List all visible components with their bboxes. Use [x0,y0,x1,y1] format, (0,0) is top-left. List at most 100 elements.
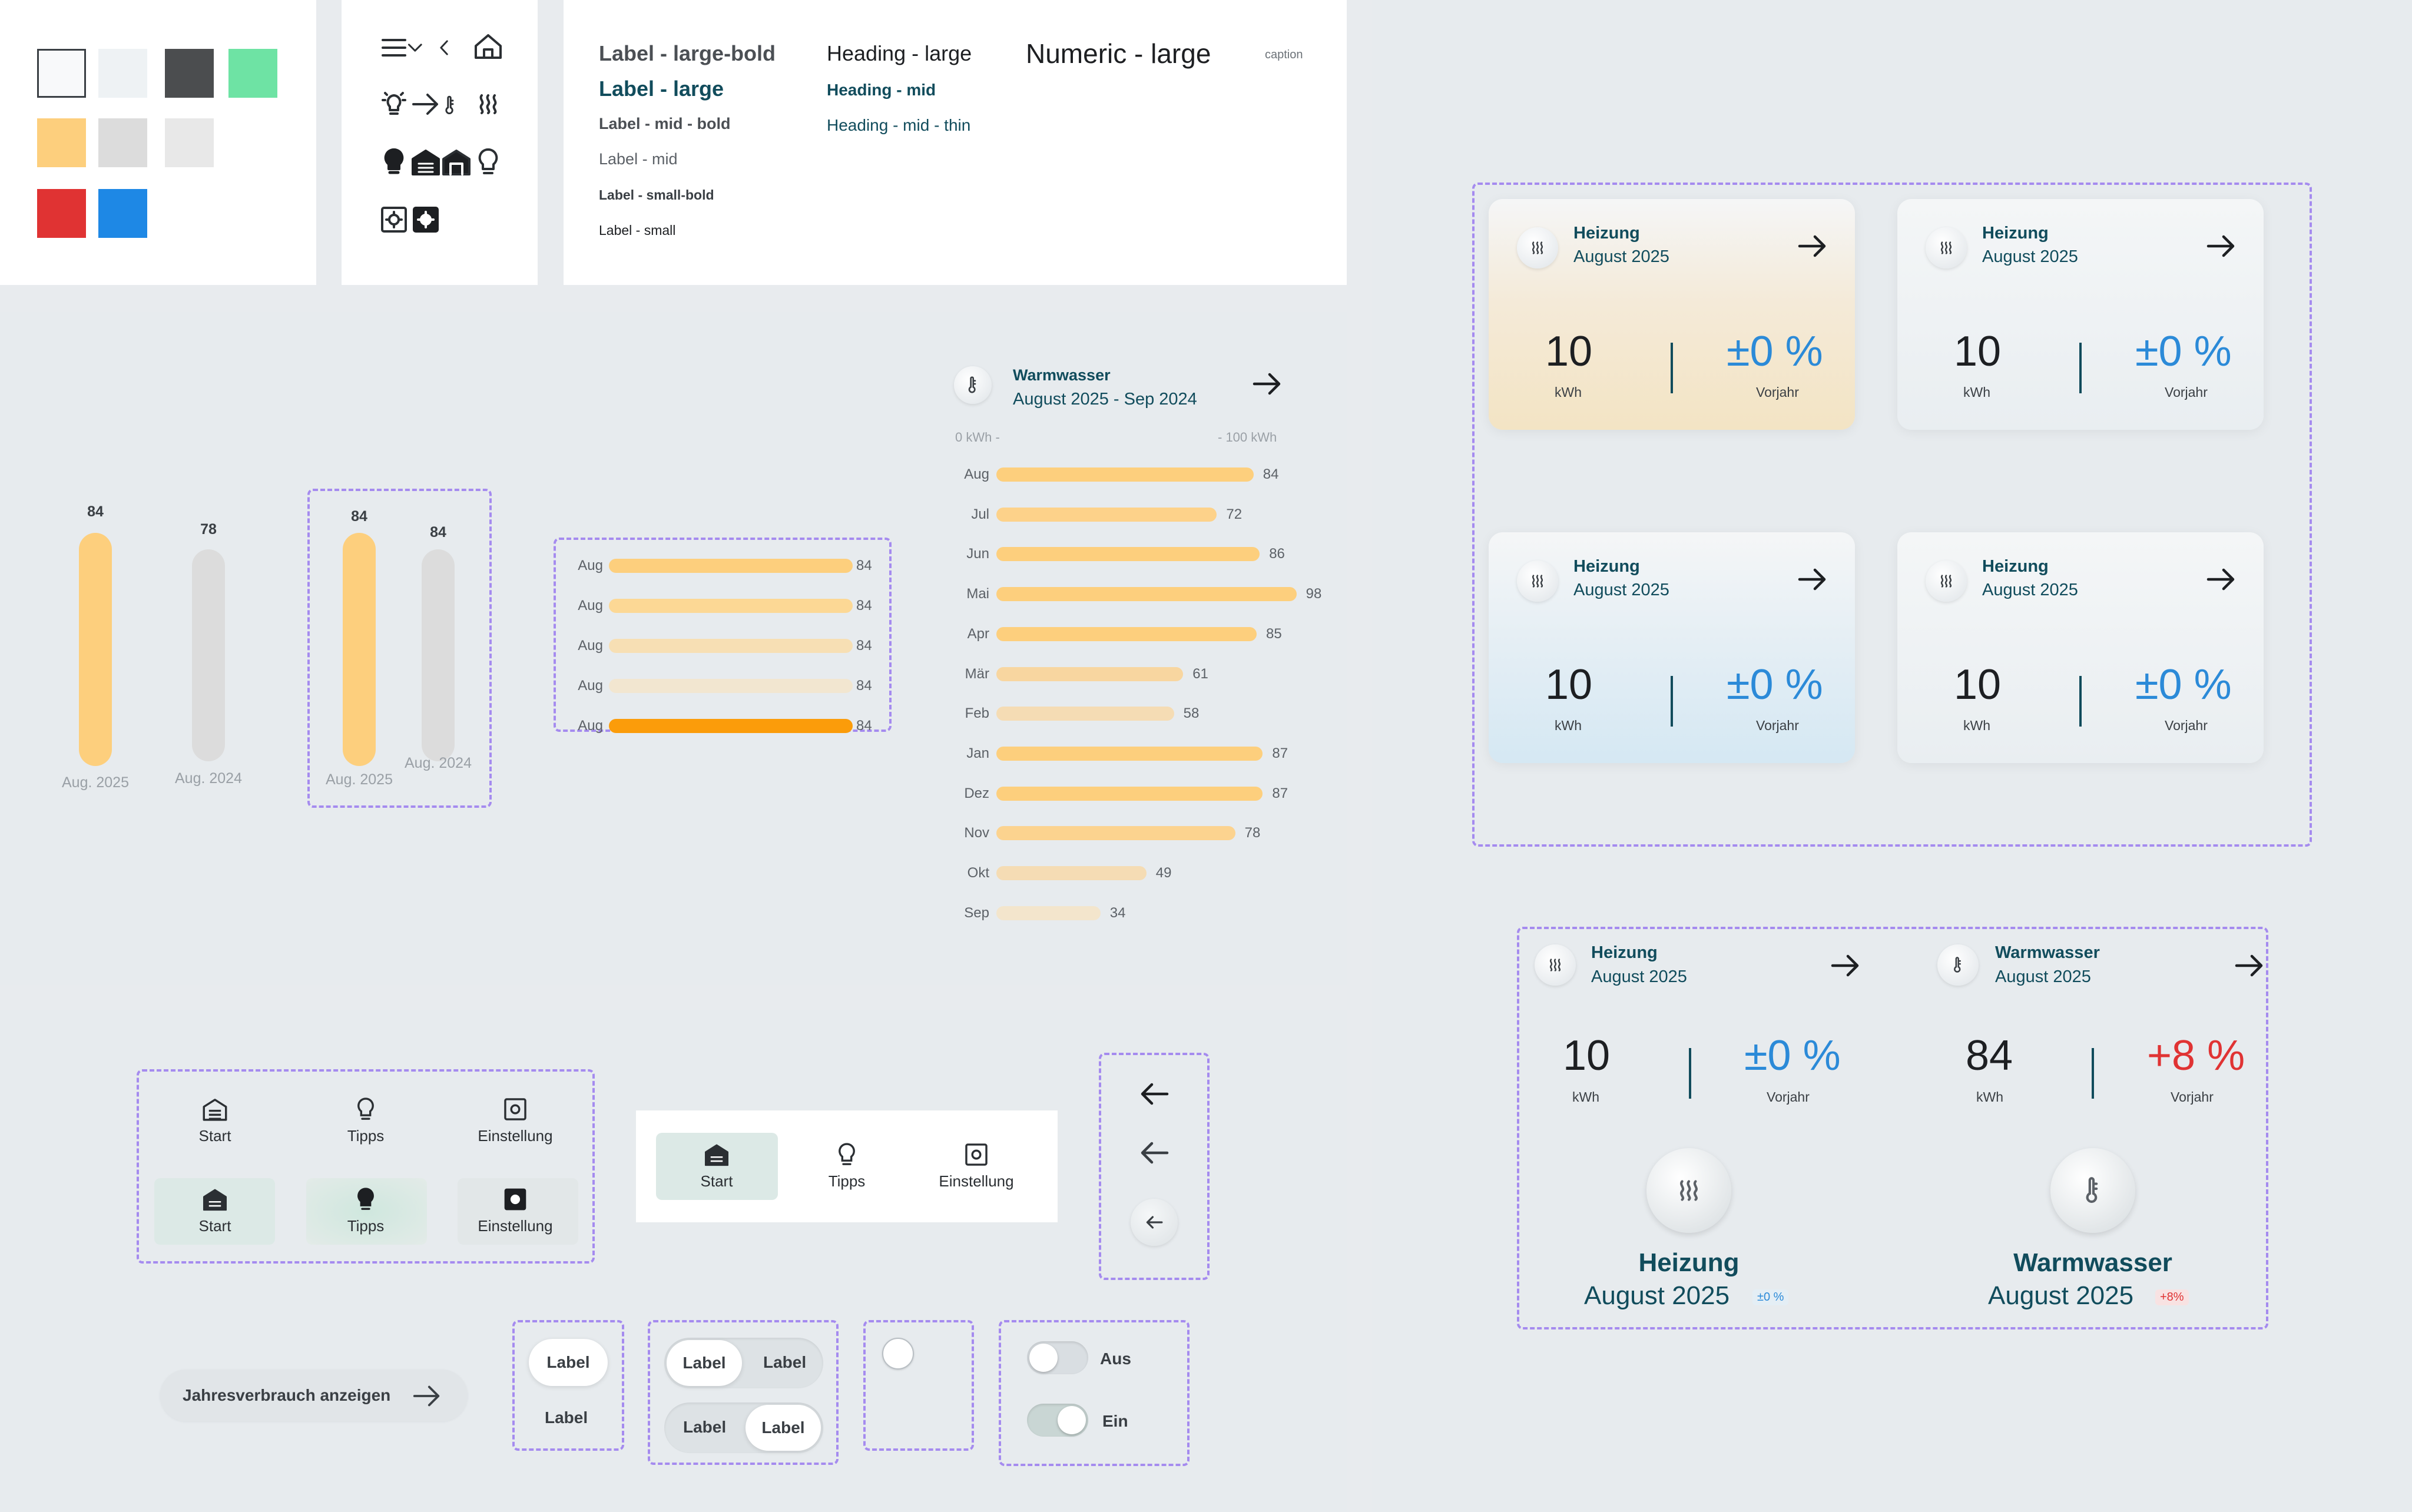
summary-pct: ±0 % [1744,1032,1841,1079]
heading-mid: Heading - mid [827,81,936,99]
card-pct: ±0 % [2135,661,2232,708]
divider [2079,676,2082,727]
nav-einstellung[interactable]: Einstellung [462,1096,568,1145]
heat-icon [479,94,497,114]
year-chart-category-label: Mär [965,665,989,682]
toggle-on[interactable] [1027,1404,1088,1437]
year-chart-bar [996,587,1297,602]
summary-title: Warmwasser [1995,943,2100,962]
arrow-right-icon[interactable] [1796,563,1829,596]
vbar-label: Aug. 2024 [405,755,472,771]
year-consumption-button[interactable]: Jahresverbrauch anzeigen [160,1370,468,1421]
card-value: 10 [1545,328,1593,375]
navbar-einstellung[interactable]: Einstellung [923,1141,1029,1191]
segmented-control[interactable]: Label Label [664,1338,823,1388]
arrow-right-icon[interactable] [2233,949,2266,982]
swatch-light [98,49,147,98]
arrow-right-icon[interactable] [1829,949,1862,982]
summary-big-title: Warmwasser [2013,1248,2172,1277]
year-chart-bar [996,507,1217,522]
swatch-gray [98,118,147,167]
heating-card-warm[interactable]: Heizung August 2025 10 kWh ±0 % Vorjahr [1489,199,1855,430]
hbar-row: Aug 84 [578,638,872,654]
year-chart-category-label: Jul [971,506,989,522]
vbar-value: 78 [200,521,217,538]
numeric-large: Numeric - large [1026,38,1211,69]
garage-icon [442,150,471,175]
segmented-control[interactable]: Label Label [664,1402,823,1453]
hbar-row: Aug 84 [578,558,872,573]
nav-tipps[interactable]: Tipps [327,1096,404,1145]
year-chart-value-label: 87 [1272,785,1288,801]
summary-badge: ±0 % [1752,1289,1789,1305]
icon-panel [342,0,538,285]
radio-frame [863,1320,974,1451]
nav-start[interactable]: Start [177,1096,253,1145]
heat-icon [1926,561,1967,602]
heating-card-cool[interactable]: Heizung August 2025 10 kWh ±0 % Vorjahr [1489,532,1855,763]
axis-max-label: - 100 kWh [1218,430,1277,445]
vbar-label: Aug. 2025 [62,774,129,791]
arrow-right-icon[interactable] [2205,230,2238,263]
nav-einstellung-active[interactable]: Einstellung [462,1186,568,1235]
back-round-button[interactable] [1131,1199,1178,1246]
controls-panel: Start Tipps Einstellung Start Tipps Eins… [0,1010,1347,1512]
garage-icon [203,1099,227,1121]
year-chart-value-label: 84 [1263,466,1279,482]
vbar-label: Aug. 2025 [326,771,393,788]
year-chart-bar [996,707,1174,721]
bulb-outline-icon [478,148,498,174]
segment-right[interactable]: Label [746,1405,821,1451]
segment-left[interactable]: Label [683,1418,727,1436]
heat-icon [1926,227,1967,268]
divider [1671,343,1673,393]
nav-start-active[interactable]: Start [177,1186,253,1235]
card-title: Heizung [1573,224,1640,243]
radio-button[interactable] [882,1338,914,1370]
hbar-row: Aug 84 [578,678,872,694]
segment-left[interactable]: Label [667,1340,742,1386]
arrow-right-icon[interactable] [1796,230,1829,263]
summary-title: Heizung [1591,943,1658,962]
vbar-previous [422,549,455,761]
year-chart-bar [996,547,1260,562]
heating-card-neutral[interactable]: Heizung August 2025 10 kWh ±0 % Vorjahr [1897,532,2264,763]
summary-date: August 2025 [1591,967,1687,986]
card-pct-label: Vorjahr [2165,384,2208,400]
arrow-right-icon [412,94,438,115]
label-mid-bold: Label - mid - bold [599,115,731,132]
nav-tipps-active[interactable]: Tipps [327,1186,404,1235]
card-value: 10 [1954,328,2002,375]
heading-large: Heading - large [827,41,972,65]
toggle-off[interactable] [1027,1341,1088,1374]
arrow-right-icon[interactable] [2205,563,2238,596]
vbar-value: 84 [430,524,446,541]
card-title: Heizung [1573,557,1640,576]
card-pct: ±0 % [1727,328,1823,375]
year-chart-value-label: 49 [1155,865,1172,881]
segment-right[interactable]: Label [763,1353,807,1371]
vbar-current [79,533,112,766]
card-value: 10 [1545,661,1593,708]
bulb-solid-icon [384,148,404,174]
bulb-outline-icon [839,1143,855,1165]
label-pill-inactive[interactable]: Label [545,1408,588,1427]
label-pill-active[interactable]: Label [529,1339,608,1386]
heat-icon [1517,561,1558,602]
settings-outline-icon [504,1098,526,1120]
year-chart-value-label: 85 [1266,625,1282,642]
back-buttons-frame [1099,1053,1210,1280]
card-pct-label: Vorjahr [2165,718,2208,733]
navbar-tipps[interactable]: Tipps [809,1141,885,1191]
arrow-left-icon[interactable] [1138,1077,1171,1110]
cards-grid-frame [1472,183,2312,847]
chart-subtitle: August 2025 - Sep 2024 [1013,390,1197,409]
label-large-bold: Label - large-bold [599,41,776,65]
navbar-start[interactable]: Start [678,1141,755,1191]
arrow-right-icon[interactable] [1251,367,1284,400]
heating-card-neutral[interactable]: Heizung August 2025 10 kWh ±0 % Vorjahr [1897,199,2264,430]
arrow-left-icon[interactable] [1138,1136,1171,1169]
toggle-off-label: Aus [1100,1349,1131,1368]
arrow-right-icon [413,1385,440,1407]
color-palette-panel [0,0,316,285]
